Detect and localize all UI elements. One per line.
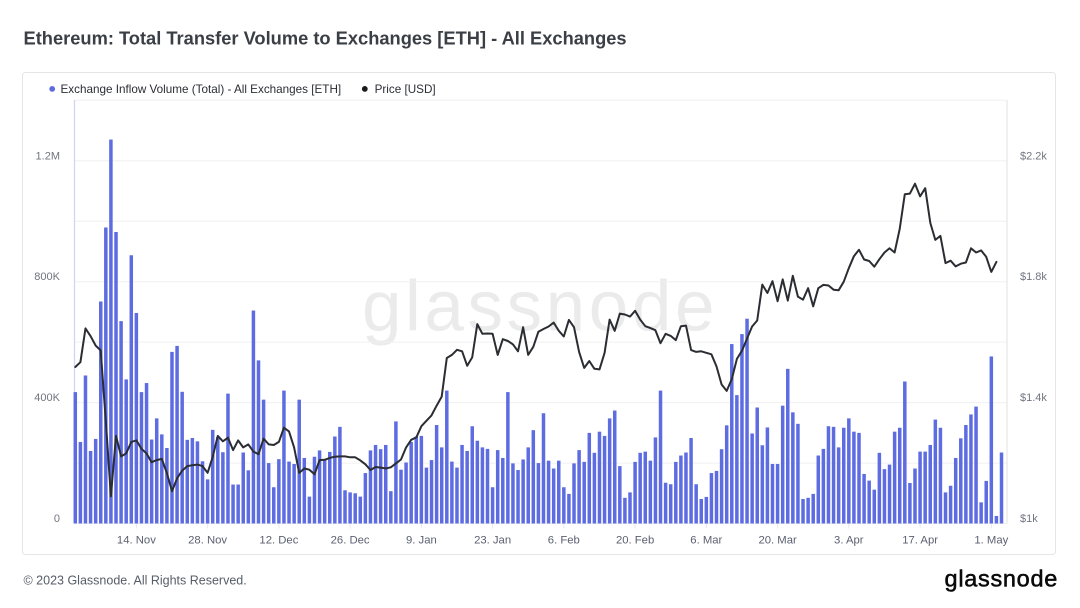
svg-text:1. May: 1. May [974, 535, 1008, 547]
svg-text:20. Mar: 20. Mar [758, 535, 797, 547]
svg-text:26. Dec: 26. Dec [331, 535, 370, 547]
svg-text:800K: 800K [34, 271, 60, 283]
svg-text:6. Mar: 6. Mar [690, 535, 722, 547]
svg-text:9. Jan: 9. Jan [406, 535, 437, 547]
svg-text:12. Dec: 12. Dec [259, 535, 298, 547]
svg-text:© 2023 Glassnode. All Rights R: © 2023 Glassnode. All Rights Reserved. [24, 574, 247, 588]
svg-text:Ethereum: Total Transfer Volum: Ethereum: Total Transfer Volume to Excha… [24, 28, 627, 49]
svg-text:$1.4k: $1.4k [1020, 392, 1047, 404]
svg-text:6. Feb: 6. Feb [548, 535, 580, 547]
svg-text:Price [USD]: Price [USD] [375, 83, 436, 96]
svg-text:14. Nov: 14. Nov [117, 535, 156, 547]
svg-text:glassnode: glassnode [945, 566, 1058, 592]
svg-text:3. Apr: 3. Apr [834, 535, 864, 547]
svg-text:$1k: $1k [1020, 513, 1038, 525]
svg-text:20. Feb: 20. Feb [616, 535, 654, 547]
svg-text:1.2M: 1.2M [36, 150, 60, 162]
svg-text:$1.8k: $1.8k [1020, 271, 1047, 283]
svg-text:Exchange Inflow Volume (Total): Exchange Inflow Volume (Total) - All Exc… [61, 83, 342, 96]
svg-text:17. Apr: 17. Apr [902, 535, 938, 547]
svg-text:23. Jan: 23. Jan [474, 535, 511, 547]
svg-text:400K: 400K [34, 392, 60, 404]
svg-text:28. Nov: 28. Nov [188, 535, 227, 547]
svg-text:0: 0 [54, 513, 60, 525]
svg-text:$2.2k: $2.2k [1020, 150, 1047, 162]
